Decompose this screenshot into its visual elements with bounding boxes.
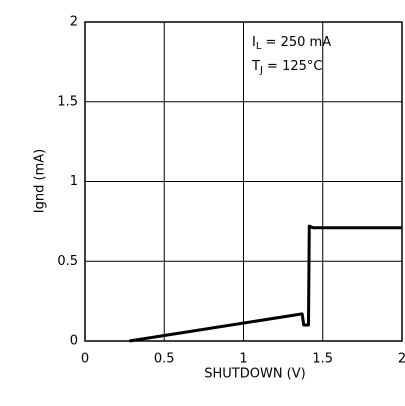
annotation-symbol: T xyxy=(251,59,260,74)
plot-frame xyxy=(84,21,403,342)
x-tick-label: 0.5 xyxy=(154,352,175,367)
x-tick-label: 1 xyxy=(239,352,247,367)
y-tick-label: 0 xyxy=(70,334,78,349)
y-tick-label: 0.5 xyxy=(57,254,78,269)
data-line xyxy=(129,224,402,343)
y-tick-label: 2 xyxy=(70,15,78,30)
annotation: TJ = 125°C xyxy=(251,59,322,77)
x-tick-label: 1.5 xyxy=(312,352,333,367)
annotation-subscript: L xyxy=(256,41,262,52)
annotation-text: = 125°C xyxy=(263,59,323,74)
y-tick-label: 1 xyxy=(70,174,78,189)
x-tick-label: 0 xyxy=(81,352,89,367)
annotation-subscript: J xyxy=(259,65,263,76)
x-axis-label: SHUTDOWN (V) xyxy=(204,367,305,382)
x-tick-label: 2 xyxy=(398,352,405,367)
y-axis-label: Ignd (mA) xyxy=(33,149,48,213)
annotation: IL = 250 mA xyxy=(252,35,331,53)
annotation-symbol: I xyxy=(252,35,256,50)
y-tick-label: 1.5 xyxy=(57,94,78,109)
annotation-text: = 250 mA xyxy=(261,35,331,50)
